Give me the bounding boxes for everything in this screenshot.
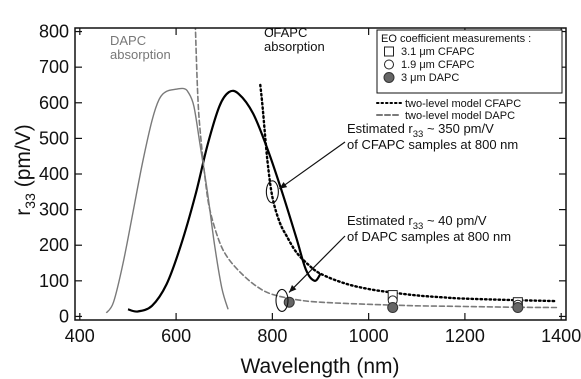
marker-filled-circle-0 [283, 296, 295, 308]
ticks-layer: 400 600 800 1000 1200 1400 0 100 200 300 400 500 600… [39, 22, 581, 346]
legend-marker-filled-circle [383, 72, 395, 83]
annotation-0-arrow [279, 141, 346, 190]
annotation-1-pre: Estimated r [347, 213, 413, 228]
dapc-absorption-label-line0: DAPC [110, 33, 146, 48]
y-tick-label: 300 [39, 200, 69, 220]
annotation-0-sub: 33 [413, 129, 424, 140]
legend-marker-square [384, 46, 394, 57]
legend-series-1: two-level model DAPC [405, 110, 515, 122]
marker-filled-circle-2 [512, 302, 524, 314]
y-tick-label: 600 [39, 93, 69, 113]
model-line-dapc [194, 28, 558, 309]
annotation-0-arrowhead [279, 181, 288, 189]
legend-title: EO coefficient measurements : [381, 33, 531, 45]
legend-series-0: two-level model CFAPC [405, 98, 521, 110]
legend-box [376, 29, 563, 94]
y-tick-label: 0 [59, 306, 69, 326]
dapc-absorption-label-line1: absorption [110, 47, 171, 62]
legend-entry-2: 3 μm DAPC [401, 72, 459, 84]
annotation-1-post: ~ 40 pm/V [423, 213, 487, 228]
curves-layer [105, 28, 558, 314]
annotation-0-line0: Estimated r33 ~ 350 pm/V [347, 121, 494, 140]
legend-marker-circle [384, 59, 394, 70]
y-axis-title: r33 (pm/V) [12, 124, 38, 215]
annotation-1-ellipse [275, 288, 289, 312]
annotation-0-pre: Estimated r [347, 121, 413, 136]
legend-entry-1: 1.9 μm CFAPC [401, 59, 475, 71]
y-tick-label: 200 [39, 235, 69, 255]
y-tick-label: 800 [39, 22, 69, 42]
y-axis-title-rest: (pm/V) [12, 124, 35, 193]
y-tick-label: 500 [39, 128, 69, 148]
model-line-cfapc [259, 83, 558, 303]
x-tick-label: 800 [257, 326, 287, 346]
absorption-curve-dapc [105, 87, 229, 314]
annotation-1-sub: 33 [413, 221, 424, 232]
x-tick-label: 1400 [541, 326, 581, 346]
legend: EO coefficient measurements :3.1 μm CFAP… [376, 29, 563, 122]
y-axis-title-main: r [12, 209, 35, 216]
absorption-curve-cfapc [127, 89, 322, 313]
y-axis-title-sub: 33 [22, 193, 38, 209]
annotation-1-arrow [288, 235, 346, 293]
annotation-1-arrowhead [288, 284, 297, 293]
cfapc-absorption-label-line1: absorption [264, 39, 325, 54]
x-axis-title: Wavelength (nm) [240, 355, 399, 378]
y-tick-label: 700 [39, 57, 69, 77]
marker-filled-circle-1 [387, 302, 399, 314]
y-tick-label: 100 [39, 271, 69, 291]
legend-entry-0: 3.1 μm CFAPC [401, 46, 475, 58]
x-tick-label: 1200 [445, 326, 485, 346]
annotation-1-line1: of DAPC samples at 800 nm [347, 229, 511, 244]
annotation-0-post: ~ 350 pm/V [423, 121, 494, 136]
x-tick-label: 600 [161, 326, 191, 346]
annotation-0-line1: of CFAPC samples at 800 nm [347, 137, 518, 152]
annotation-0-ellipse [265, 180, 279, 204]
y-tick-label: 400 [39, 164, 69, 184]
x-tick-label: 1000 [349, 326, 389, 346]
x-tick-label: 400 [65, 326, 95, 346]
annotation-1-line0: Estimated r33 ~ 40 pm/V [347, 213, 487, 232]
markers-layer [283, 290, 524, 314]
